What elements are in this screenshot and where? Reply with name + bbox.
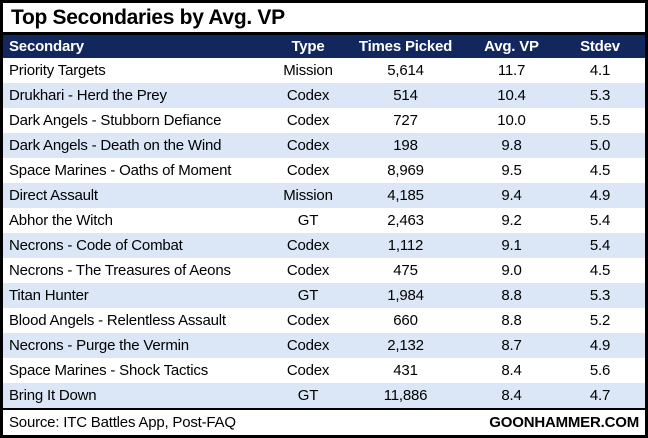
cell-times-picked: 2,463 [387,212,424,229]
table-row: Titan Hunter GT 1,984 8.8 5.3 [3,283,645,308]
cell-avg-vp: 8.7 [501,337,522,354]
cell-type: Codex [286,112,330,129]
cell-secondary: Space Marines - Shock Tactics [9,362,209,379]
cell-times-picked: 660 [393,312,418,329]
cell-avg-vp: 8.4 [501,387,522,404]
cell-avg-vp: 9.4 [501,187,522,204]
cell-avg-vp: 8.8 [501,312,522,329]
cell-type: Codex [286,262,330,279]
cell-times-picked: 1,112 [387,237,424,254]
table-row: Dark Angels - Death on the Wind Codex 198 9… [3,133,645,158]
cell-type: GT [297,287,319,304]
cell-type: Codex [286,87,330,104]
cell-secondary: Dark Angels - Death on the Wind [9,137,222,154]
cell-avg-vp: 9.5 [501,162,522,179]
cell-stdev: 5.4 [589,212,611,229]
page-title: Top Secondaries by Avg. VP [11,5,285,29]
cell-times-picked: 2,132 [387,337,424,354]
cell-times-picked: 727 [393,112,418,129]
table-header-row: Secondary Type Times Picked Avg. VP Stde… [3,35,645,58]
cell-secondary: Necrons - The Treasures of Aeons [9,262,231,279]
cell-type: Codex [286,137,330,154]
column-header-avg-vp: Avg. VP [484,38,539,55]
cell-type: Codex [286,237,330,254]
cell-avg-vp: 9.2 [501,212,522,229]
table-row: Necrons - Purge the Vermin Codex 2,132 8.7 4… [3,333,645,358]
cell-stdev: 4.7 [589,387,611,404]
cell-secondary: Abhor the Witch [9,212,113,229]
cell-stdev: 5.0 [589,137,611,154]
table-row: Blood Angels - Relentless Assault Codex 66… [3,308,645,333]
cell-type: GT [297,387,319,404]
cell-secondary: Drukhari - Herd the Prey [9,87,167,104]
column-header-secondary: Secondary [9,38,84,55]
cell-avg-vp: 9.0 [501,262,522,279]
cell-avg-vp: 9.8 [501,137,522,154]
cell-stdev: 4.9 [589,187,611,204]
cell-avg-vp: 11.7 [497,62,526,79]
cell-times-picked: 198 [393,137,418,154]
source-note: Source: ITC Battles App, Post-FAQ [9,414,236,431]
cell-stdev: 4.5 [589,162,611,179]
column-header-times-picked: Times Picked [358,38,453,55]
cell-secondary: Direct Assault [9,187,98,204]
cell-type: Codex [286,337,330,354]
cell-stdev: 4.9 [589,337,611,354]
cell-times-picked: 1,984 [387,287,424,304]
cell-secondary: Dark Angels - Stubborn Defiance [9,112,222,129]
cell-times-picked: 11,886 [383,387,428,404]
cell-secondary: Necrons - Purge the Vermin [9,337,189,354]
cell-stdev: 5.3 [589,87,611,104]
cell-type: Codex [286,362,330,379]
cell-stdev: 4.1 [589,62,611,79]
cell-stdev: 5.2 [589,312,611,329]
table-row: Necrons - Code of Combat Codex 1,112 9.1 5.4 [3,233,645,258]
table-row: Drukhari - Herd the Prey Codex 514 10.4 5.3 [3,83,645,108]
table-row: Dark Angels - Stubborn Defiance Codex 727 1… [3,108,645,133]
cell-type: Mission [283,187,333,204]
cell-avg-vp: 10.4 [497,87,526,104]
table-row: Direct Assault Mission 4,185 9.4 4.9 [3,183,645,208]
cell-type: Codex [286,312,330,329]
cell-stdev: 5.4 [589,237,611,254]
cell-times-picked: 4,185 [387,187,424,204]
cell-secondary: Priority Targets [9,62,106,79]
cell-avg-vp: 10.0 [497,112,526,129]
cell-type: GT [297,212,319,229]
cell-secondary: Space Marines - Oaths of Moment [9,162,232,179]
cell-type: Mission [283,62,333,79]
table-row: Space Marines - Oaths of Moment Codex 8,96… [3,158,645,183]
cell-secondary: Bring It Down [9,387,97,404]
cell-secondary: Necrons - Code of Combat [9,237,183,254]
table-row: Bring It Down GT 11,886 8.4 4.7 [3,383,645,408]
cell-times-picked: 8,969 [387,162,424,179]
table-row: Priority Targets Mission 5,614 11.7 4.1 [3,58,645,83]
table-body: Priority Targets Mission 5,614 11.7 4.1 Drukh… [3,58,645,408]
cell-stdev: 5.5 [589,112,611,129]
title-bar: Top Secondaries by Avg. VP [3,3,645,35]
cell-times-picked: 514 [393,87,418,104]
column-header-type: Type [291,38,325,55]
cell-avg-vp: 9.1 [501,237,522,254]
cell-stdev: 5.3 [589,287,611,304]
cell-times-picked: 475 [393,262,418,279]
cell-avg-vp: 8.4 [501,362,522,379]
cell-type: Codex [286,162,330,179]
footer-bar: Source: ITC Battles App, Post-FAQ GOONHA… [3,408,645,435]
cell-times-picked: 431 [393,362,418,379]
cell-avg-vp: 8.8 [501,287,522,304]
table-row: Abhor the Witch GT 2,463 9.2 5.4 [3,208,645,233]
table-row: Necrons - The Treasures of Aeons Codex 475… [3,258,645,283]
cell-secondary: Titan Hunter [9,287,89,304]
brand-label: GOONHAMMER.COM [489,414,639,431]
cell-times-picked: 5,614 [387,62,424,79]
cell-stdev: 4.5 [589,262,611,279]
table-row: Space Marines - Shock Tactics Codex 431 8.4… [3,358,645,383]
cell-secondary: Blood Angels - Relentless Assault [9,312,226,329]
column-header-stdev: Stdev [580,38,620,55]
cell-stdev: 5.6 [589,362,611,379]
